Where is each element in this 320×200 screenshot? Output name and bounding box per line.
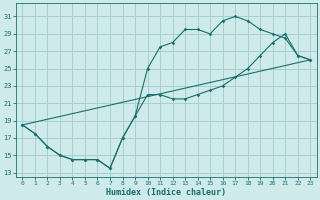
X-axis label: Humidex (Indice chaleur): Humidex (Indice chaleur) (106, 188, 226, 197)
